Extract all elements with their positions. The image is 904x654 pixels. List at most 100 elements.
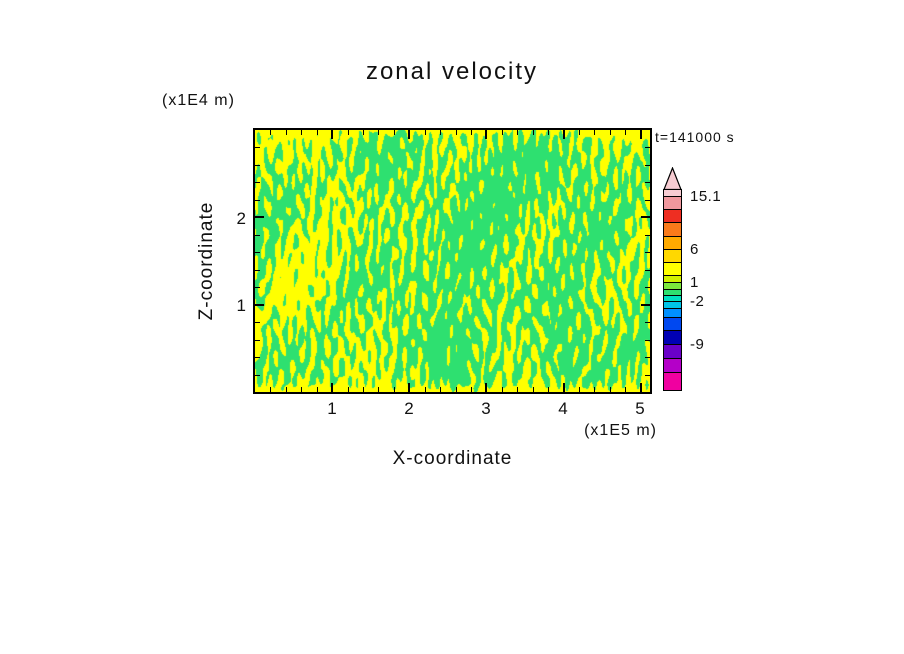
colorbar-segment xyxy=(664,295,681,302)
axis-tick xyxy=(270,387,271,392)
colorbar-segment xyxy=(664,317,681,331)
axis-tick xyxy=(640,383,642,392)
axis-tick xyxy=(331,130,333,139)
axis-tick xyxy=(440,130,441,135)
colorbar-value-label: 15.1 xyxy=(690,188,722,205)
axis-tick xyxy=(610,387,611,392)
axis-tick xyxy=(408,130,410,139)
axis-tick xyxy=(378,130,379,135)
colorbar-value-label: 1 xyxy=(690,274,699,291)
axis-tick xyxy=(348,130,349,135)
axis-tick xyxy=(394,130,395,135)
axis-tick xyxy=(408,383,410,392)
y-axis-unit-label: (x1E4 m) xyxy=(162,92,235,109)
axis-tick xyxy=(394,387,395,392)
axis-tick xyxy=(645,340,650,341)
axis-tick xyxy=(471,130,472,135)
colorbar-segment xyxy=(664,249,681,263)
axis-tick xyxy=(563,130,565,139)
axis-tick xyxy=(640,130,642,139)
axis-tick xyxy=(533,130,534,135)
axis-tick xyxy=(579,387,580,392)
axis-tick xyxy=(425,387,426,392)
chart-title: zonal velocity xyxy=(365,58,539,85)
axis-tick xyxy=(255,375,260,376)
y-axis-title: Z-coordinate xyxy=(196,201,217,321)
axis-tick xyxy=(301,130,302,135)
x-axis-title: X-coordinate xyxy=(392,448,513,469)
velocity-field-heatmap xyxy=(255,130,650,392)
axis-tick xyxy=(645,235,650,236)
colorbar-scale xyxy=(663,189,682,391)
axis-tick xyxy=(517,130,518,135)
axis-tick xyxy=(645,252,650,253)
axis-tick xyxy=(625,130,626,135)
axis-tick xyxy=(255,252,260,253)
x-tick-label: 2 xyxy=(404,399,414,418)
colorbar-segment xyxy=(664,262,681,276)
axis-tick xyxy=(485,383,487,392)
axis-tick xyxy=(641,304,650,306)
axis-tick xyxy=(502,387,503,392)
axis-tick xyxy=(255,200,260,201)
axis-tick xyxy=(594,130,595,135)
colorbar-segment xyxy=(664,222,681,237)
axis-tick xyxy=(301,387,302,392)
axis-tick xyxy=(645,287,650,288)
axis-tick xyxy=(645,147,650,148)
axis-tick xyxy=(456,130,457,135)
axis-tick xyxy=(255,322,260,323)
axis-tick xyxy=(594,387,595,392)
axis-tick xyxy=(317,130,318,135)
colorbar-segment xyxy=(664,308,681,318)
colorbar: 15.1 6 1 -2 -9 xyxy=(663,167,793,397)
colorbar-segment xyxy=(664,344,681,359)
axis-tick xyxy=(645,375,650,376)
colorbar-segment xyxy=(664,358,681,373)
axis-tick xyxy=(348,387,349,392)
axis-tick xyxy=(378,387,379,392)
axis-tick xyxy=(363,130,364,135)
colorbar-segment xyxy=(664,196,681,210)
axis-tick xyxy=(255,357,260,358)
axis-tick xyxy=(425,130,426,135)
x-tick-label: 1 xyxy=(327,399,337,418)
axis-tick xyxy=(563,383,565,392)
axis-tick xyxy=(579,130,580,135)
axis-tick xyxy=(471,387,472,392)
axis-tick xyxy=(645,200,650,201)
axis-tick xyxy=(255,235,260,236)
axis-tick xyxy=(485,130,487,139)
axis-tick xyxy=(317,387,318,392)
axis-tick xyxy=(255,216,264,218)
axis-tick xyxy=(255,340,260,341)
axis-tick xyxy=(331,383,333,392)
colorbar-value-label: -2 xyxy=(690,293,705,310)
axis-tick xyxy=(625,387,626,392)
colorbar-segment xyxy=(664,282,681,290)
axis-tick xyxy=(610,130,611,135)
axis-tick xyxy=(255,165,260,166)
x-tick-label: 3 xyxy=(481,399,491,418)
axis-tick xyxy=(645,357,650,358)
axis-tick xyxy=(645,165,650,166)
x-tick-label: 5 xyxy=(635,399,645,418)
axis-tick xyxy=(641,216,650,218)
y-tick-label: 1 xyxy=(236,296,246,315)
axis-tick xyxy=(363,387,364,392)
colorbar-segment xyxy=(664,301,681,309)
x-axis-unit-label: (x1E5 m) xyxy=(584,422,657,439)
axis-tick xyxy=(255,304,264,306)
axis-tick xyxy=(255,270,260,271)
axis-tick xyxy=(270,130,271,135)
axis-tick xyxy=(548,130,549,135)
colorbar-segment xyxy=(664,289,681,296)
axis-tick xyxy=(255,287,260,288)
axis-tick xyxy=(456,387,457,392)
x-tick-label: 4 xyxy=(558,399,568,418)
axis-tick xyxy=(255,182,260,183)
colorbar-segment xyxy=(664,330,681,345)
axis-tick xyxy=(440,387,441,392)
colorbar-segment xyxy=(664,275,681,283)
